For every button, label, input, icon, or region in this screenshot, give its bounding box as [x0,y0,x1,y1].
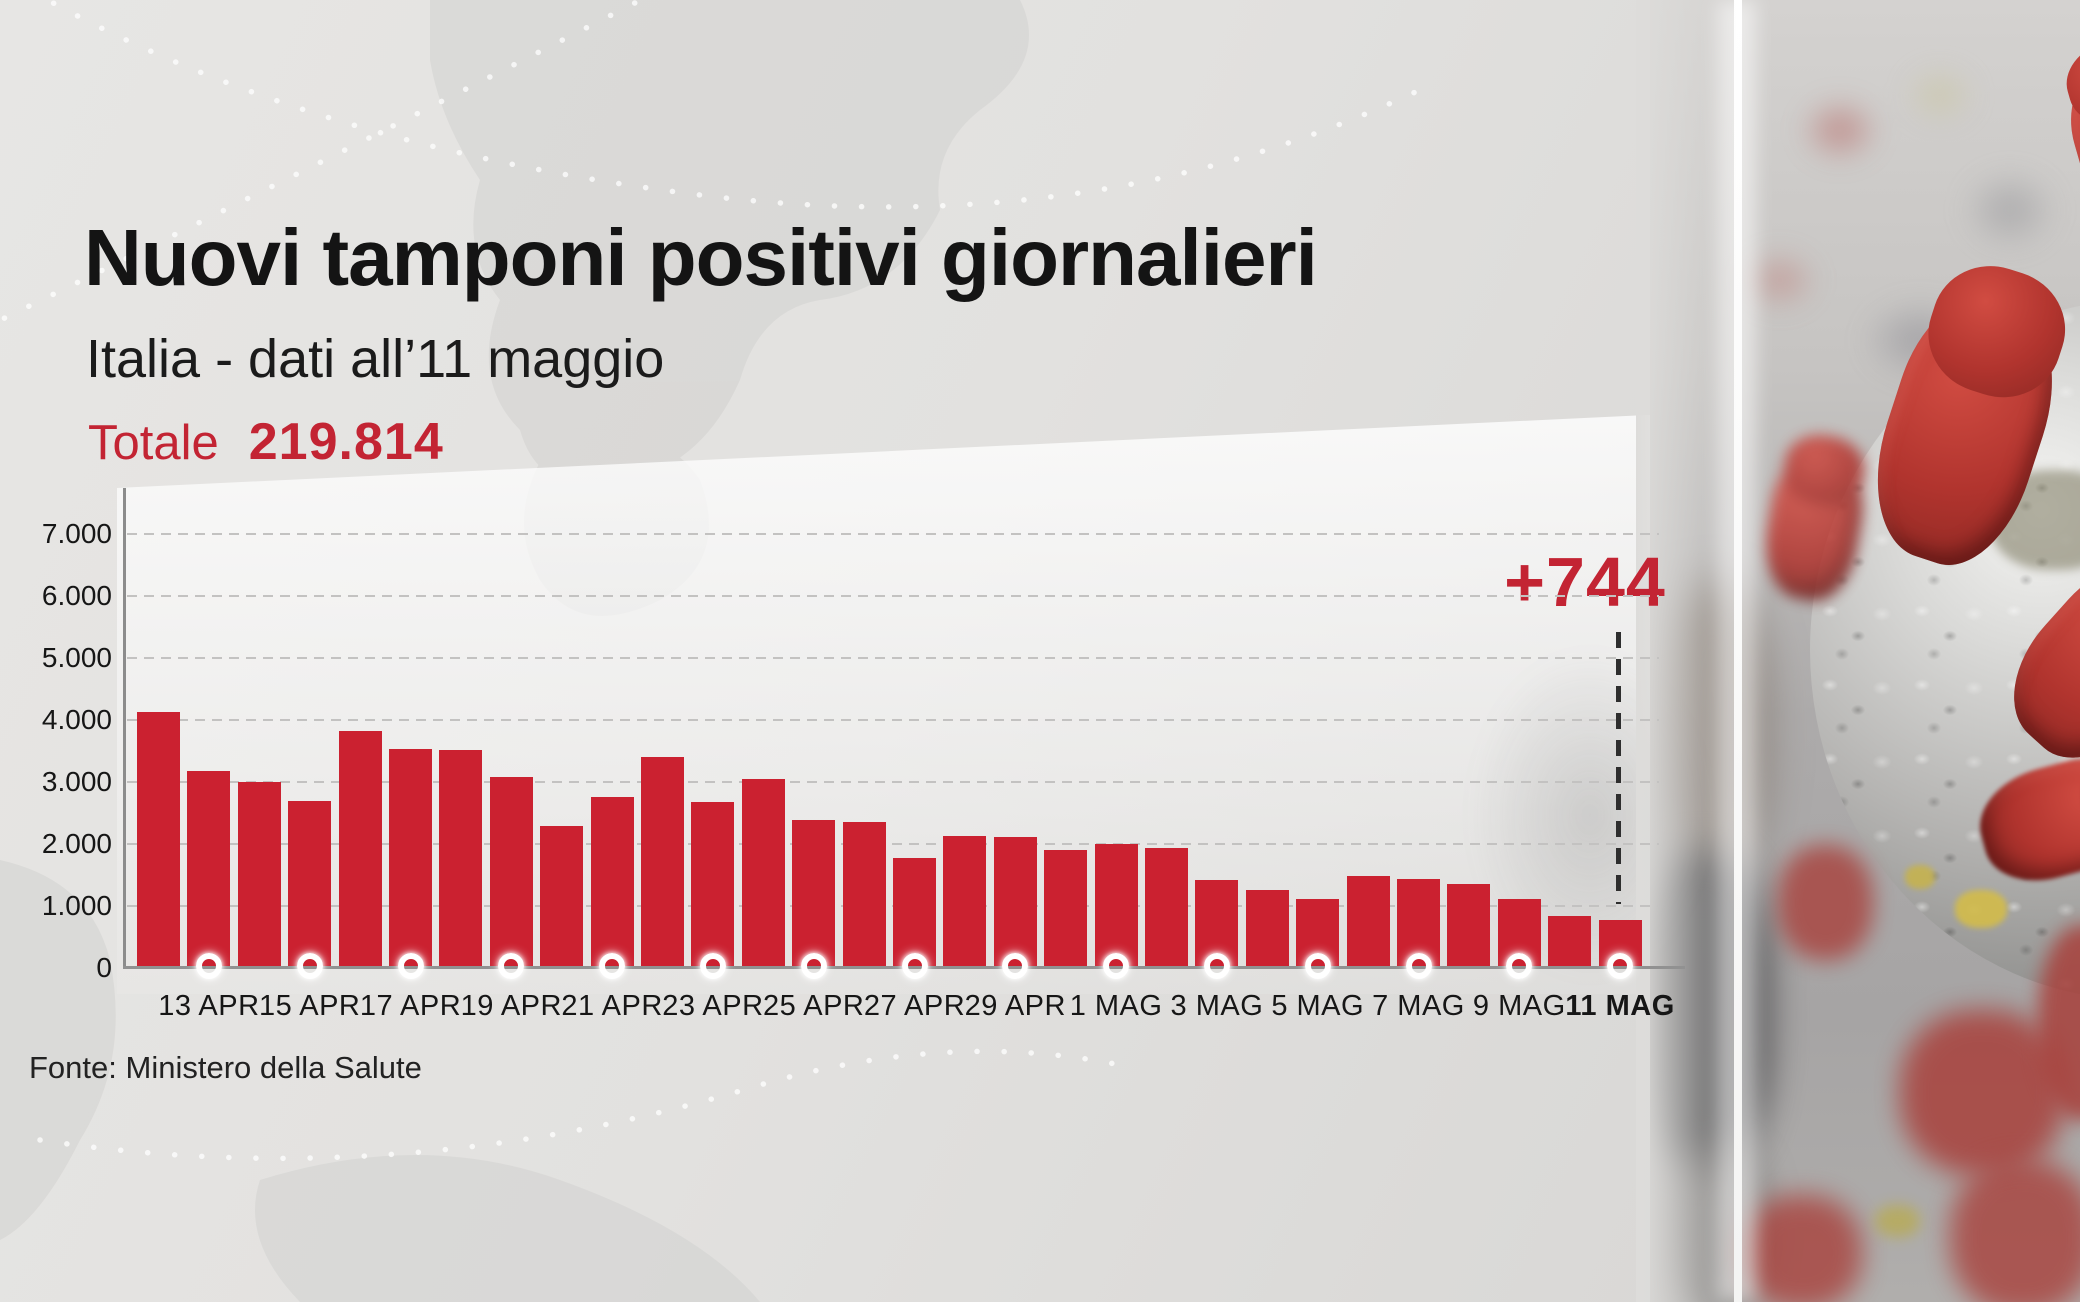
bar [691,802,735,979]
page-title: Nuovi tamponi positivi giornalieri [84,213,1318,302]
bar [137,712,180,966]
page-subtitle: Italia - dati all’11 maggio [86,329,665,389]
bar [540,826,584,966]
bar [1346,876,1390,966]
bar-marker-dot [1304,953,1331,979]
bar-marker-dot [901,953,928,979]
bar [439,750,483,966]
bar-marker-dot [1103,953,1130,979]
blurred-red-spike [1778,845,1873,960]
bar-marker-dot [1002,953,1029,979]
y-axis [123,488,126,968]
x-tick-label: 17 APR [359,990,462,1022]
yellow-patch [1905,865,1935,889]
blurred-red-spike [1900,1010,2065,1175]
y-tick-label: 0 [96,952,112,983]
y-tick-label: 6.000 [41,580,112,611]
x-tick-label: 11 MAG [1565,990,1675,1022]
bar [842,822,886,966]
yellow-blur [1875,1205,1920,1237]
y-tick-label: 1.000 [41,890,112,921]
x-tick-label: 3 MAG [1170,990,1264,1022]
bar [1245,890,1289,966]
bar [1447,884,1491,966]
glass-reflection-line [1734,0,1742,1302]
x-tick-label: 5 MAG [1271,990,1365,1022]
bar [1598,920,1642,979]
x-tick-label: 27 APR [863,990,966,1022]
yellow-patch [1955,890,2007,928]
bar [943,836,987,966]
bar [187,771,231,979]
bar-marker-dot [599,953,626,979]
y-tick-label: 5.000 [41,642,112,673]
gridline [127,719,1659,721]
total-label: Totale [88,416,219,470]
bar-chart: +744 0 1.000 2.000 3.000 4.000 5.000 6.000 7.00… [42,488,1697,1022]
bar-marker-dot [195,953,222,979]
x-tick-label: 15 APR [259,990,361,1022]
x-tick-label: 29 APR [964,990,1066,1022]
y-tick-label: 3.000 [41,766,112,797]
y-tick-label: 2.000 [41,828,112,859]
bar [1094,844,1138,979]
annotation-value: +744 [1504,543,1666,621]
bar-marker-dot [296,953,323,979]
bar-marker-dot [498,953,525,979]
photo-left-blend [1636,0,1736,1302]
y-tick-label: 7.000 [41,518,112,549]
blurred-red-spike [1950,1160,2080,1302]
bar [1044,850,1088,966]
bar-marker-dot [397,953,424,979]
bar [288,801,332,979]
gridline [127,533,1659,535]
gridline [127,843,1659,845]
gridline [127,657,1659,659]
x-tick-label: 23 APR [662,990,764,1022]
bar [1145,848,1188,966]
bar [389,749,432,979]
x-tick-label: 19 APR [460,990,562,1022]
x-tick-label: 13 APR [158,990,260,1022]
total-value: 219.814 [248,413,444,471]
bar [1296,899,1340,979]
blurred-red-spike [1742,1195,1862,1302]
bar-marker-dot [699,953,726,979]
x-tick-label: 9 MAG [1472,990,1566,1022]
gridline [127,595,1659,597]
bar [489,777,533,979]
bar [338,731,382,966]
bar [1548,916,1592,966]
x-tick-label: 21 APR [561,990,663,1022]
bar [1195,880,1239,979]
bar-marker-dot [1506,953,1533,979]
bar-marker-dot [1607,953,1634,979]
total-row: Totale 219.814 [88,412,444,472]
x-tick-label: 25 APR [763,990,865,1022]
dotted-route-lines [0,0,1430,1158]
bar [792,820,836,979]
bar [1397,879,1440,979]
x-tick-label: 7 MAG [1372,990,1465,1022]
bar [590,797,634,979]
bar [641,757,684,966]
bar [741,779,785,966]
bar-marker-dot [800,953,827,979]
annotation-dashed-line [1616,632,1621,904]
source-text: Fonte: Ministero della Salute [29,1050,422,1085]
gridline [127,781,1659,783]
bar-marker-dot [1203,953,1230,979]
bar [993,837,1037,979]
bar [893,858,936,979]
x-tick-label: 1 MAG [1069,990,1163,1022]
bar [237,782,281,966]
bar-marker-dot [1405,953,1432,979]
y-tick-label: 4.000 [41,704,112,735]
bar [1497,899,1541,979]
